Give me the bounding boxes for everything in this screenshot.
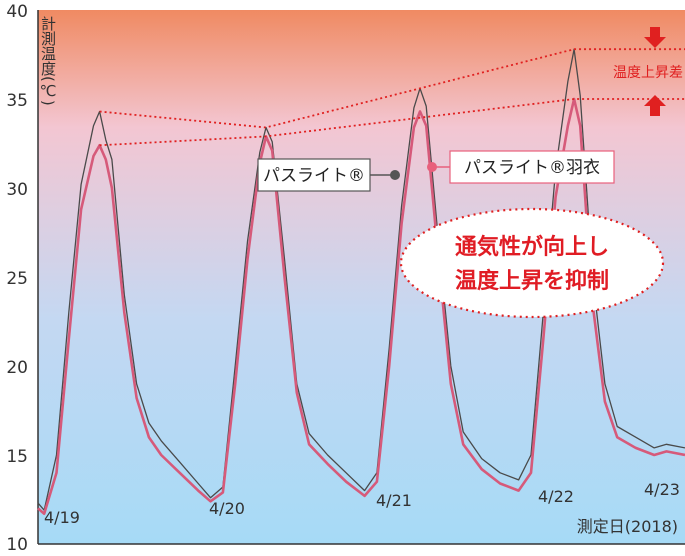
date-label: 4/22 (538, 487, 574, 506)
y-tick-label: 30 (6, 180, 28, 200)
series-layer (37, 48, 685, 515)
series-line-pathlite-hagoromo (37, 97, 685, 515)
series-line-pathlite (37, 48, 685, 511)
arrow-up-icon (644, 95, 666, 116)
callout-line-1: 通気性が向上し (455, 234, 609, 260)
callout-bubble: 通気性が向上し 温度上昇を抑制 (399, 207, 665, 319)
temperature-diff-indicator: 温度上昇差 (613, 27, 683, 116)
y-tick-labels: 10 15 20 25 30 35 40 (6, 2, 28, 555)
legend-hagoromo-box (449, 150, 615, 184)
y-tick-label: 35 (6, 91, 28, 111)
y-tick-label: 20 (6, 358, 28, 378)
legend-plain-box (257, 158, 371, 192)
y-tick-label: 40 (6, 2, 28, 22)
x-axis-title: 測定日(2018) (577, 517, 678, 536)
legend-plain-marker (390, 170, 400, 180)
date-label: 4/20 (209, 499, 245, 518)
y-tick-label: 15 (6, 447, 28, 467)
arrow-down-icon (644, 27, 666, 48)
y-tick-label: 10 (6, 535, 28, 555)
y-axis-title: 計測温度(℃) (39, 16, 57, 106)
callout-line-2: 温度上昇を抑制 (455, 268, 609, 294)
date-label: 4/19 (44, 508, 80, 527)
guide-line-lower (99, 98, 685, 147)
callout-ellipse (399, 207, 665, 319)
date-label: 4/23 (644, 480, 680, 499)
legend-hagoromo: パスライト®羽衣 (427, 150, 615, 184)
date-label: 4/21 (376, 491, 412, 510)
diff-label: 温度上昇差 (613, 65, 683, 81)
y-tick-label: 25 (6, 269, 28, 289)
guide-line-upper (99, 48, 685, 129)
date-labels: 4/19 4/20 4/21 4/22 4/23 (44, 480, 680, 527)
guide-layer (99, 48, 685, 147)
legend-plain-label: パスライト® (263, 166, 365, 186)
legend-hagoromo-label: パスライト®羽衣 (464, 158, 600, 178)
legend-plain: パスライト® (257, 158, 400, 192)
